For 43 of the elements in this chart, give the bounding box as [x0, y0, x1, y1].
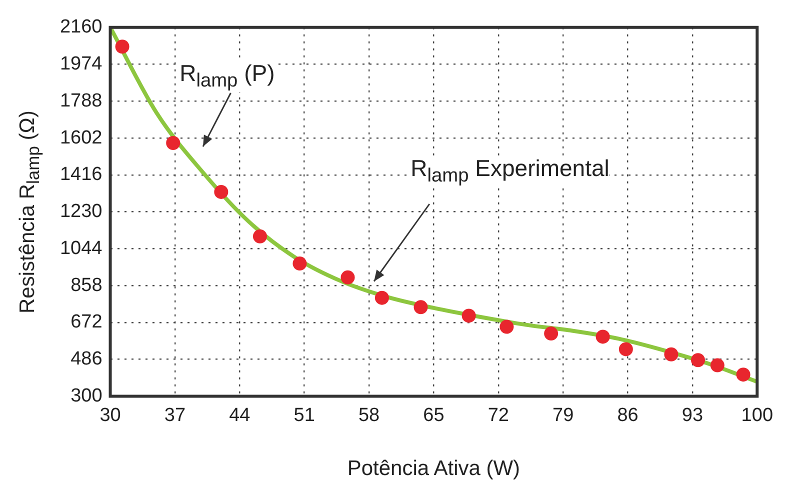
y-tick-label: 1788 — [60, 90, 102, 112]
point — [618, 342, 633, 356]
point — [462, 308, 476, 323]
x-tick-label: 58 — [358, 404, 380, 426]
x-tick-label: 51 — [294, 404, 315, 426]
x-tick-label: 86 — [617, 404, 638, 426]
line-series — [110, 27, 758, 384]
x-tick-label: 79 — [552, 404, 574, 426]
point — [544, 326, 558, 341]
point — [292, 256, 307, 271]
annotation: R$_{lamp}$ (P) — [180, 60, 275, 92]
point — [374, 290, 389, 305]
y-tick-label: 2160 — [60, 16, 102, 38]
point — [736, 368, 750, 382]
x-tick-label: 100 — [741, 404, 773, 426]
y-tick-label: 1416 — [60, 164, 102, 186]
y-tick-label: 1974 — [60, 54, 103, 75]
x-tick-label: 37 — [164, 404, 186, 426]
y-tick-label: 300 — [70, 385, 102, 406]
x-tick-label: 93 — [682, 404, 704, 426]
annotation: R$_{lamp}$ Experimental — [410, 155, 610, 187]
y-tick-label: 486 — [70, 348, 102, 370]
point — [710, 358, 724, 372]
x-tick-label: 44 — [229, 404, 251, 426]
y-tick-label: 672 — [70, 312, 102, 333]
x-tick-label: 65 — [423, 404, 444, 426]
y-tick-label: 1230 — [60, 201, 102, 222]
point — [115, 40, 130, 54]
point — [414, 300, 428, 314]
point — [214, 184, 228, 199]
point — [691, 353, 706, 368]
x-axis-title: Potência Ativa (W) — [346, 457, 522, 481]
point — [252, 229, 267, 244]
point — [596, 330, 610, 344]
x-tick-label: 30 — [100, 404, 121, 426]
point — [340, 270, 355, 284]
point — [166, 136, 180, 150]
y-tick-label: 1602 — [60, 127, 102, 148]
point — [500, 320, 514, 334]
y-tick-label: 858 — [70, 274, 102, 296]
point — [664, 347, 678, 362]
y-tick-label: 1044 — [60, 238, 103, 259]
x-tick-label: 72 — [488, 404, 509, 426]
